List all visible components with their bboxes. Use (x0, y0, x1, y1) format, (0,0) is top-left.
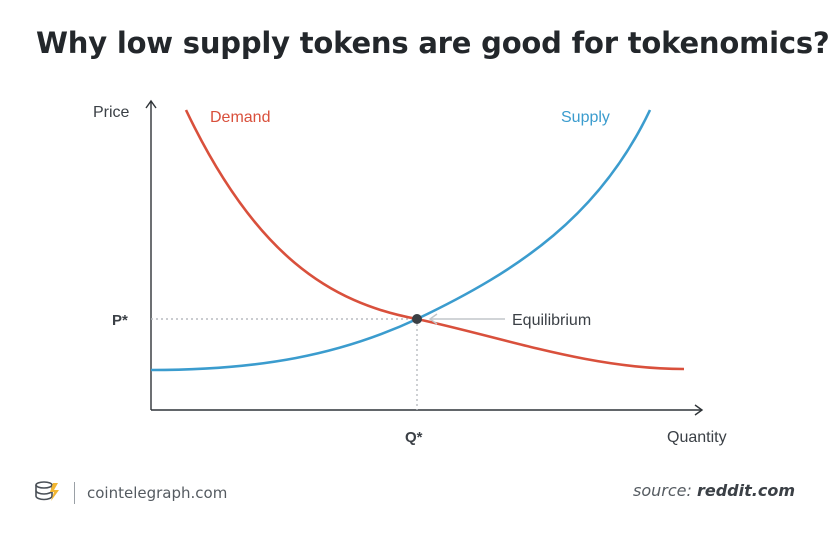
y-axis-label: Price (93, 104, 130, 121)
brand-name: cointelegraph.com (87, 484, 228, 502)
source-prefix: source: (633, 481, 697, 500)
x-axis-label: Quantity (667, 429, 727, 446)
demand-label: Demand (210, 109, 270, 126)
quantity-star-label: Q* (405, 429, 423, 446)
cointelegraph-coin-icon (34, 479, 62, 507)
brand-footer: cointelegraph.com (34, 479, 227, 507)
brand-divider (74, 482, 75, 504)
page-title: Why low supply tokens are good for token… (36, 26, 829, 60)
x-axis-arrow (694, 404, 704, 416)
y-axis-arrow (145, 99, 157, 109)
supply-label: Supply (561, 109, 610, 126)
demand-curve (184, 109, 685, 371)
equilibrium-label: Equilibrium (512, 312, 591, 329)
equilibrium-pointer-arrow (428, 313, 438, 325)
supply-curve (150, 109, 652, 372)
source-name: reddit.com (696, 481, 795, 500)
price-star-label: P* (112, 312, 128, 329)
source-credit: source: reddit.com (633, 481, 795, 500)
equilibrium-point (412, 314, 422, 324)
